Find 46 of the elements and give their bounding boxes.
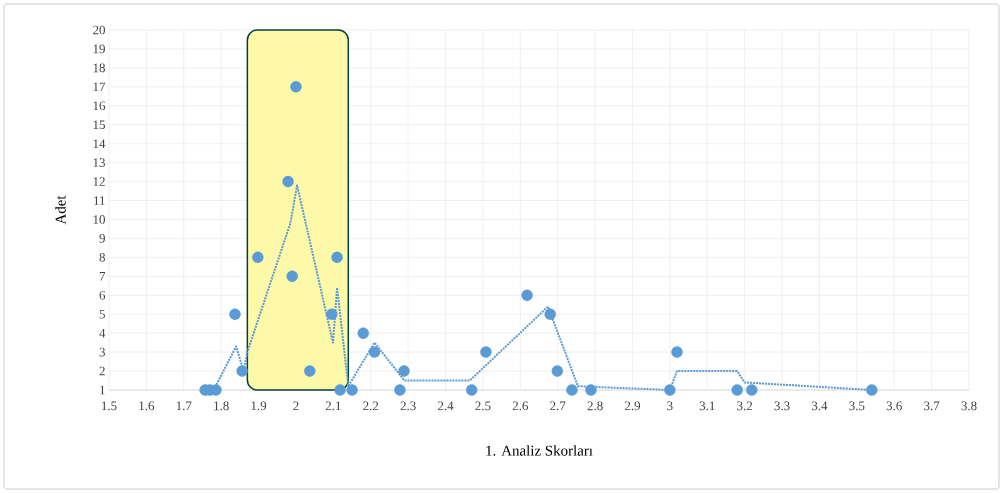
y-tick-label: 17 xyxy=(93,82,106,92)
x-tick-label: 3.3 xyxy=(774,401,790,411)
x-tick-label: 2 xyxy=(293,401,299,411)
y-tick-label: 10 xyxy=(93,215,105,224)
y-tick-label: 2 xyxy=(99,366,105,376)
y-tick-label: 3 xyxy=(99,347,105,357)
x-tick-label: 2.9 xyxy=(624,401,641,411)
x-tick-label: 3.7 xyxy=(924,401,940,411)
x-tick-label: 3.1 xyxy=(699,401,715,411)
x-tick-label: 1.7 xyxy=(176,401,192,411)
x-tick-label: 1.6 xyxy=(139,401,155,411)
x-tick-label: 3 xyxy=(667,401,673,411)
x-tick-label: 1.9 xyxy=(251,401,267,411)
x-tick-label: 3.6 xyxy=(886,401,902,411)
x-tick-label: 2.7 xyxy=(550,401,566,411)
y-tick-label: 20 xyxy=(93,25,105,35)
y-tick-label: 12 xyxy=(93,177,105,186)
x-tick-label: 2.4 xyxy=(437,401,454,411)
x-tick-label: 3.8 xyxy=(961,401,977,411)
x-tick-label: 1.8 xyxy=(214,401,229,411)
y-tick-label: 15 xyxy=(93,120,105,130)
x-tick-label: 2.6 xyxy=(512,401,529,411)
x-tick-label: 2.8 xyxy=(587,401,603,411)
y-tick-label: 18 xyxy=(93,63,105,73)
x-tick-label: 3.5 xyxy=(849,401,865,411)
x-axis-title: 1. Analiz Skorları xyxy=(486,445,593,456)
y-tick-label: 1 xyxy=(100,385,105,395)
x-tick-label: 3.2 xyxy=(737,401,753,411)
y-axis-title: Adet xyxy=(55,195,66,225)
x-tick-label: 2.2 xyxy=(363,401,379,411)
y-tick-label: 4 xyxy=(99,328,106,338)
x-tick-label: 2.3 xyxy=(400,401,416,411)
y-tick-label: 16 xyxy=(93,101,106,111)
x-tick-label: 2.1 xyxy=(325,401,341,411)
x-tick-label: 3.4 xyxy=(811,401,828,411)
y-tick-label: 8 xyxy=(99,253,105,262)
y-tick-label: 14 xyxy=(93,139,106,148)
y-tick-label: 9 xyxy=(99,234,105,243)
y-tick-label: 11 xyxy=(94,196,105,205)
y-tick-label: 13 xyxy=(93,158,105,167)
y-tick-label: 7 xyxy=(99,272,106,281)
y-tick-label: 5 xyxy=(99,309,105,319)
y-tick-label: 19 xyxy=(93,44,105,54)
x-tick-label: 2.5 xyxy=(475,401,491,411)
x-tick-label: 1.5 xyxy=(102,401,117,411)
y-tick-label: 6 xyxy=(99,290,106,300)
